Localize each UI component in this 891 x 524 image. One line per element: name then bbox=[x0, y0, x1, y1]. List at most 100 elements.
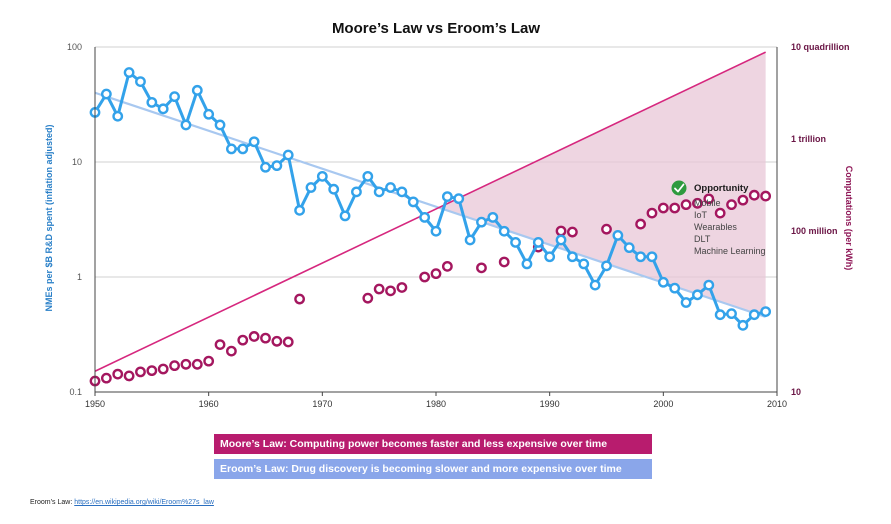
check-circle-icon bbox=[671, 180, 687, 196]
eroom-data-point bbox=[612, 230, 624, 241]
moore-data-point bbox=[157, 363, 169, 375]
source-link[interactable]: https://en.wikipedia.org/wiki/Eroom%27s_… bbox=[74, 499, 214, 506]
moore-data-point bbox=[692, 197, 703, 209]
moore-data-point bbox=[100, 372, 112, 384]
opportunity-item: IoT bbox=[694, 210, 708, 220]
moore-data-point bbox=[714, 207, 726, 219]
moore-data-point bbox=[657, 202, 669, 214]
eroom-data-point bbox=[305, 182, 317, 193]
eroom-data-point bbox=[692, 289, 703, 301]
eroom-data-point bbox=[646, 251, 658, 263]
y-tick-label-right: 10 bbox=[791, 387, 801, 397]
eroom-data-point bbox=[555, 234, 567, 246]
eroom-data-point bbox=[601, 260, 612, 272]
moore-data-point bbox=[203, 355, 215, 367]
legend-moore: Moore’s Law: Computing power becomes fas… bbox=[214, 434, 652, 454]
moore-data-point bbox=[669, 202, 681, 214]
eroom-data-point bbox=[680, 297, 692, 308]
eroom-data-point bbox=[146, 96, 158, 108]
eroom-data-point bbox=[135, 76, 146, 88]
opportunity-item: Machine Learning bbox=[694, 246, 766, 256]
eroom-data-point bbox=[714, 309, 726, 321]
x-tick-label: 1950 bbox=[85, 399, 105, 409]
x-tick-label: 1960 bbox=[199, 399, 219, 409]
tick-labels: 1950 1960 1970 1980 1990 2000 2010 0.1 1 10 100 10 1… bbox=[67, 42, 850, 409]
eroom-data-point bbox=[294, 204, 305, 216]
moore-data-point bbox=[680, 199, 692, 211]
eroom-data-point bbox=[248, 136, 260, 148]
moore-data-point bbox=[180, 358, 192, 370]
moore-data-point bbox=[748, 189, 760, 201]
moore-data-point bbox=[373, 283, 385, 295]
eroom-data-point bbox=[112, 110, 124, 122]
eroom-data-point bbox=[100, 88, 112, 100]
x-tick-label: 1970 bbox=[312, 399, 332, 409]
eroom-data-point bbox=[157, 103, 169, 115]
eroom-data-point bbox=[441, 191, 453, 203]
eroom-data-point bbox=[225, 143, 237, 155]
eroom-data-point bbox=[476, 216, 487, 228]
series bbox=[89, 67, 772, 387]
eroom-data-point bbox=[669, 282, 681, 294]
eroom-data-point bbox=[123, 67, 135, 78]
moore-data-point bbox=[214, 339, 226, 351]
opportunity-title: Opportunity bbox=[694, 183, 749, 194]
moore-data-point bbox=[737, 194, 749, 206]
y-axis-label-right: Computations (per kWh) bbox=[844, 166, 854, 271]
opportunity-annotation: Opportunity Mobile IoT Wearables DLT Mac… bbox=[671, 180, 766, 256]
eroom-data-point bbox=[214, 119, 226, 131]
moore-data-point bbox=[362, 292, 374, 304]
eroom-data-point bbox=[578, 258, 590, 270]
moore-data-point bbox=[419, 271, 431, 283]
eroom-data-point bbox=[282, 149, 294, 161]
moore-data-point bbox=[726, 199, 737, 211]
eroom-data-point bbox=[351, 186, 362, 198]
source-label: Eroom’s Law: bbox=[30, 499, 73, 506]
moore-data-point bbox=[282, 336, 294, 348]
eroom-data-point bbox=[385, 182, 396, 193]
moore-data-point bbox=[112, 368, 124, 380]
x-tick-label: 1990 bbox=[540, 399, 560, 409]
y-tick-label-left: 100 bbox=[67, 42, 82, 52]
moore-data-point bbox=[555, 225, 567, 237]
eroom-data-point bbox=[544, 251, 556, 263]
eroom-data-point bbox=[237, 143, 249, 155]
y-tick-label-right: 100 million bbox=[791, 226, 838, 236]
opportunity-item: Mobile bbox=[694, 198, 721, 208]
eroom-data-point bbox=[748, 309, 760, 321]
moore-data-point bbox=[385, 285, 396, 297]
moore-data-point bbox=[760, 190, 772, 202]
y-tick-label-right: 10 quadrillion bbox=[791, 42, 850, 52]
eroom-data-point bbox=[703, 279, 715, 291]
eroom-data-point bbox=[464, 234, 476, 246]
y-tick-label-left: 0.1 bbox=[69, 387, 82, 397]
opportunity-item: DLT bbox=[694, 234, 711, 244]
moore-data-point bbox=[601, 223, 612, 235]
eroom-data-point bbox=[191, 84, 203, 96]
eroom-data-point bbox=[316, 170, 328, 182]
moore-data-point bbox=[476, 262, 487, 274]
moore-data-point bbox=[146, 365, 158, 377]
moore-data-point bbox=[646, 207, 658, 219]
eroom-data-point bbox=[487, 211, 499, 223]
eroom-data-point bbox=[635, 251, 646, 263]
moore-data-point bbox=[498, 256, 510, 268]
moore-data-point bbox=[123, 370, 135, 382]
opportunity-area bbox=[438, 52, 766, 317]
eroom-data-point bbox=[260, 161, 271, 173]
moore-trend-line bbox=[94, 51, 766, 372]
eroom-data-point bbox=[271, 160, 283, 172]
moore-data-point bbox=[248, 331, 260, 342]
eroom-data-point bbox=[521, 258, 533, 270]
eroom-data-point bbox=[657, 276, 669, 288]
opportunity-item: Wearables bbox=[694, 222, 737, 232]
eroom-data-point bbox=[203, 108, 215, 120]
moore-data-point bbox=[271, 335, 283, 347]
eroom-data-point bbox=[760, 306, 772, 318]
moore-data-point bbox=[135, 366, 146, 378]
source-citation: Eroom’s Law: https://en.wikipedia.org/wi… bbox=[30, 499, 214, 506]
eroom-data-point bbox=[623, 242, 635, 254]
y-tick-label-right: 1 trillion bbox=[791, 134, 826, 144]
eroom-data-point bbox=[453, 193, 465, 205]
legend-eroom: Eroom’s Law: Drug discovery is becoming … bbox=[214, 459, 652, 479]
